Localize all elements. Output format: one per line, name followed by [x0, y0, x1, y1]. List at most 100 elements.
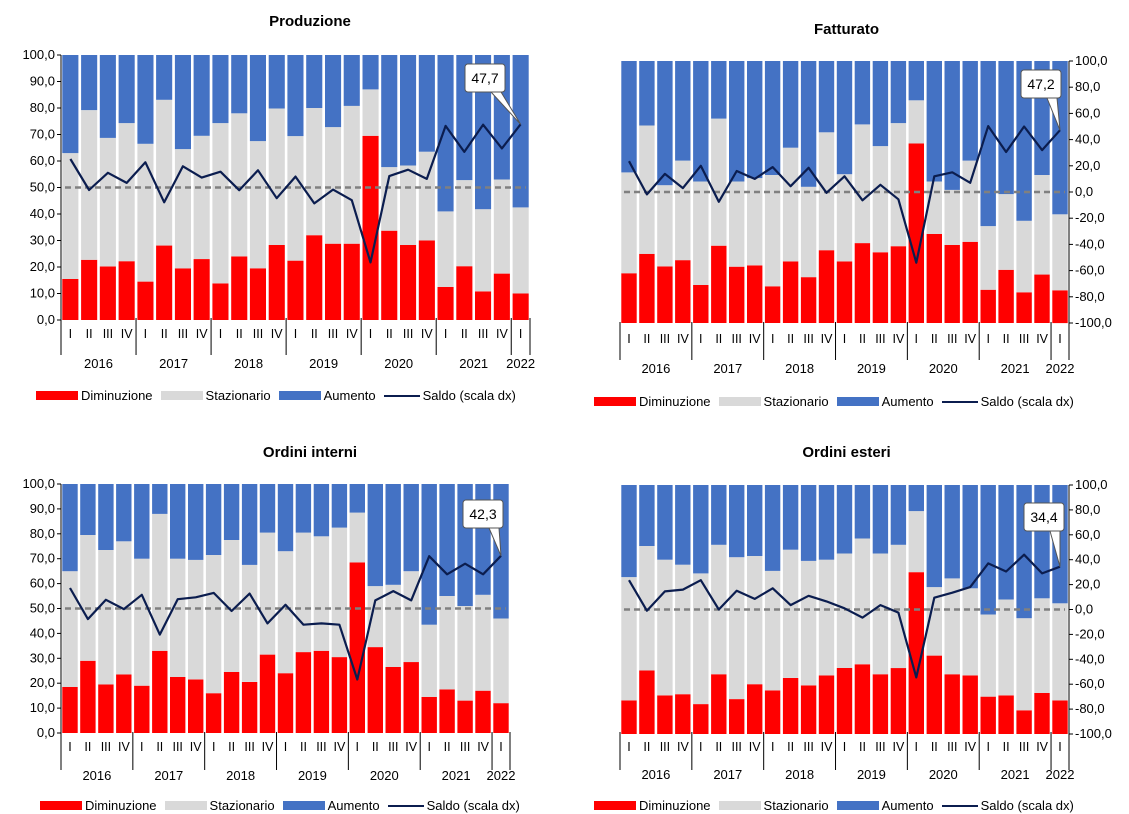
year-label: 2019: [857, 361, 886, 376]
bar-increase: [193, 55, 210, 136]
bar-increase: [205, 484, 222, 555]
legend-label: Aumento: [323, 388, 376, 403]
x-tick-label: IV: [749, 332, 761, 346]
bar-decrease: [675, 260, 691, 323]
chart-panel-ordini-interni: Ordini interni 100,0 90,0 80,0 70,0 60,0 50,0…: [0, 410, 560, 814]
bar-increase: [385, 484, 401, 585]
bar-decrease: [693, 704, 709, 734]
bar-decrease: [818, 675, 835, 734]
legend-label: Aumento: [881, 394, 934, 409]
x-tick-label: III: [1019, 740, 1029, 754]
x-tick-label: IV: [892, 740, 904, 754]
bar-decrease: [711, 674, 727, 734]
x-tick-label: I: [915, 740, 918, 754]
x-tick-label: II: [461, 327, 468, 341]
y-tick-label: 100,0: [1075, 477, 1108, 492]
bar-decrease: [259, 654, 276, 733]
bar-decrease: [872, 674, 889, 734]
bar-decrease: [325, 243, 342, 320]
bar-increase: [639, 485, 655, 546]
legend-label: Diminuzione: [81, 388, 153, 403]
y-tick-label: 50,0: [30, 601, 55, 616]
bar-increase: [306, 55, 323, 108]
bar-increase: [156, 55, 173, 100]
bar-steady: [99, 137, 116, 267]
bar-decrease: [170, 677, 186, 733]
chart-panel-fatturato: Fatturato 100,0 80,0 60,0 40,0 20,0 0,0 -20,0 -…: [564, 0, 1129, 410]
x-tick-label: III: [1019, 332, 1029, 346]
bar-increase: [81, 55, 98, 111]
x-tick-label: II: [372, 740, 379, 754]
bar-decrease: [98, 684, 114, 733]
bar-decrease: [62, 686, 78, 733]
bar-increase: [418, 55, 435, 152]
bar-decrease: [1016, 710, 1032, 734]
bar-increase: [944, 61, 960, 190]
bar-steady: [439, 596, 455, 690]
legend-swatch-decrease: [40, 801, 82, 810]
bar-steady: [980, 614, 996, 697]
bar-increase: [980, 61, 996, 227]
x-tick-label: I: [69, 327, 72, 341]
bar-decrease: [421, 696, 437, 733]
callout-box: [1023, 502, 1065, 532]
bar-increase: [818, 485, 835, 560]
year-label: 2022: [506, 356, 535, 371]
bar-steady: [621, 172, 637, 274]
bar-decrease: [675, 694, 691, 734]
x-tick-label: IV: [421, 327, 433, 341]
bar-increase: [231, 55, 248, 114]
year-label: 2022: [487, 768, 516, 783]
bar-increase: [241, 484, 258, 565]
bar-decrease: [475, 291, 492, 320]
balance-line: [628, 124, 1061, 264]
bar-decrease: [980, 696, 996, 734]
bar-steady: [306, 108, 323, 236]
bar-increase: [836, 485, 853, 554]
bar-steady: [693, 573, 709, 705]
x-tick-label: III: [403, 327, 413, 341]
x-tick-label: I: [212, 740, 215, 754]
bar-steady: [962, 160, 978, 242]
bar-steady: [657, 185, 673, 267]
bar-decrease: [367, 647, 383, 733]
bar-steady: [156, 99, 173, 246]
bar-steady: [711, 118, 727, 246]
bar-decrease: [1052, 700, 1068, 734]
bar-increase: [729, 61, 745, 182]
legend-item-balance: Saldo (scala dx): [941, 394, 1074, 409]
bar-increase: [249, 55, 266, 142]
x-tick-label: I: [369, 327, 372, 341]
legend-label: Saldo (scala dx): [980, 798, 1074, 813]
bar-decrease: [188, 679, 204, 733]
year-label: 2017: [154, 768, 183, 783]
bar-increase: [349, 484, 365, 513]
legend-label: Stazionario: [205, 388, 271, 403]
bar-decrease: [80, 660, 96, 733]
y-tick-label: 0,0: [37, 725, 55, 740]
legend-label: Aumento: [327, 798, 380, 813]
bar-decrease: [456, 266, 473, 320]
bar-steady: [62, 571, 78, 687]
x-tick-label: III: [660, 332, 670, 346]
bar-steady: [639, 125, 655, 254]
legend-swatch-decrease: [36, 391, 78, 400]
y-tick-label: -60,0: [1075, 676, 1105, 691]
bar-increase: [639, 61, 655, 126]
y-tick-label: 100,0: [1075, 53, 1108, 68]
bar-decrease: [268, 245, 285, 320]
bar-decrease: [249, 268, 266, 320]
bars-group: [62, 55, 529, 320]
bar-increase: [367, 484, 383, 587]
bar-decrease: [331, 657, 348, 733]
y-tick-label: -20,0: [1075, 210, 1105, 225]
bar-decrease: [231, 256, 248, 320]
x-tick-label: IV: [1036, 332, 1048, 346]
x-tick-label: I: [444, 327, 447, 341]
bar-increase: [657, 61, 673, 186]
bar-decrease: [639, 670, 655, 734]
bar-increase: [926, 485, 942, 588]
bar-steady: [367, 586, 383, 648]
bar-steady: [693, 181, 709, 285]
bar-increase: [118, 55, 135, 124]
